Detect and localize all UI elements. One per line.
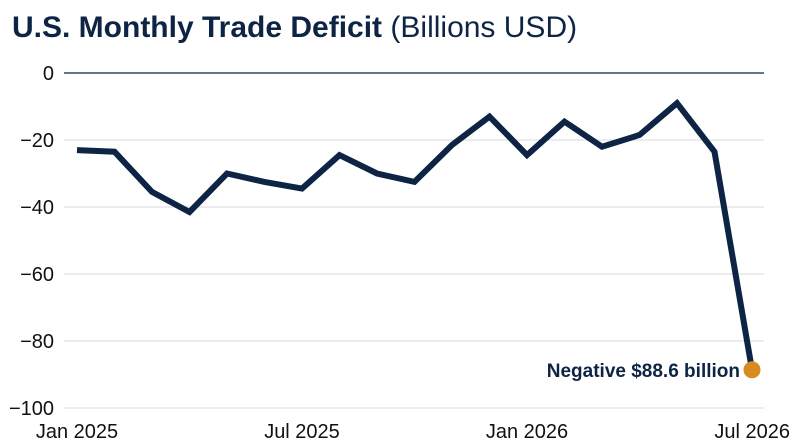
- highlight-point: [743, 361, 761, 379]
- x-tick-label: Jan 2025: [36, 421, 118, 443]
- y-tick-label: −80: [20, 331, 54, 353]
- y-tick-label: −20: [20, 130, 54, 152]
- y-tick-label: −40: [20, 197, 54, 219]
- chart-title-unit: (Billions USD): [390, 11, 578, 44]
- x-tick-label: Jan 2026: [486, 421, 568, 443]
- annotation-label: Negative $88.6 billion: [547, 361, 740, 382]
- grid-lines: [64, 72, 764, 409]
- x-tick-label: Jul 2026: [714, 421, 790, 443]
- chart-title: U.S. Monthly Trade Deficit (Billions USD…: [12, 8, 577, 48]
- series-line: [76, 98, 755, 371]
- annotation: Negative $88.6 billion: [547, 361, 761, 382]
- y-tick-label: 0: [43, 63, 54, 85]
- x-tick-label: Jul 2025: [264, 421, 340, 443]
- y-tick-label: −60: [20, 264, 54, 286]
- chart-title-main: U.S. Monthly Trade Deficit: [12, 11, 383, 44]
- data-points: [74, 100, 755, 373]
- y-tick-label: −100: [9, 398, 54, 420]
